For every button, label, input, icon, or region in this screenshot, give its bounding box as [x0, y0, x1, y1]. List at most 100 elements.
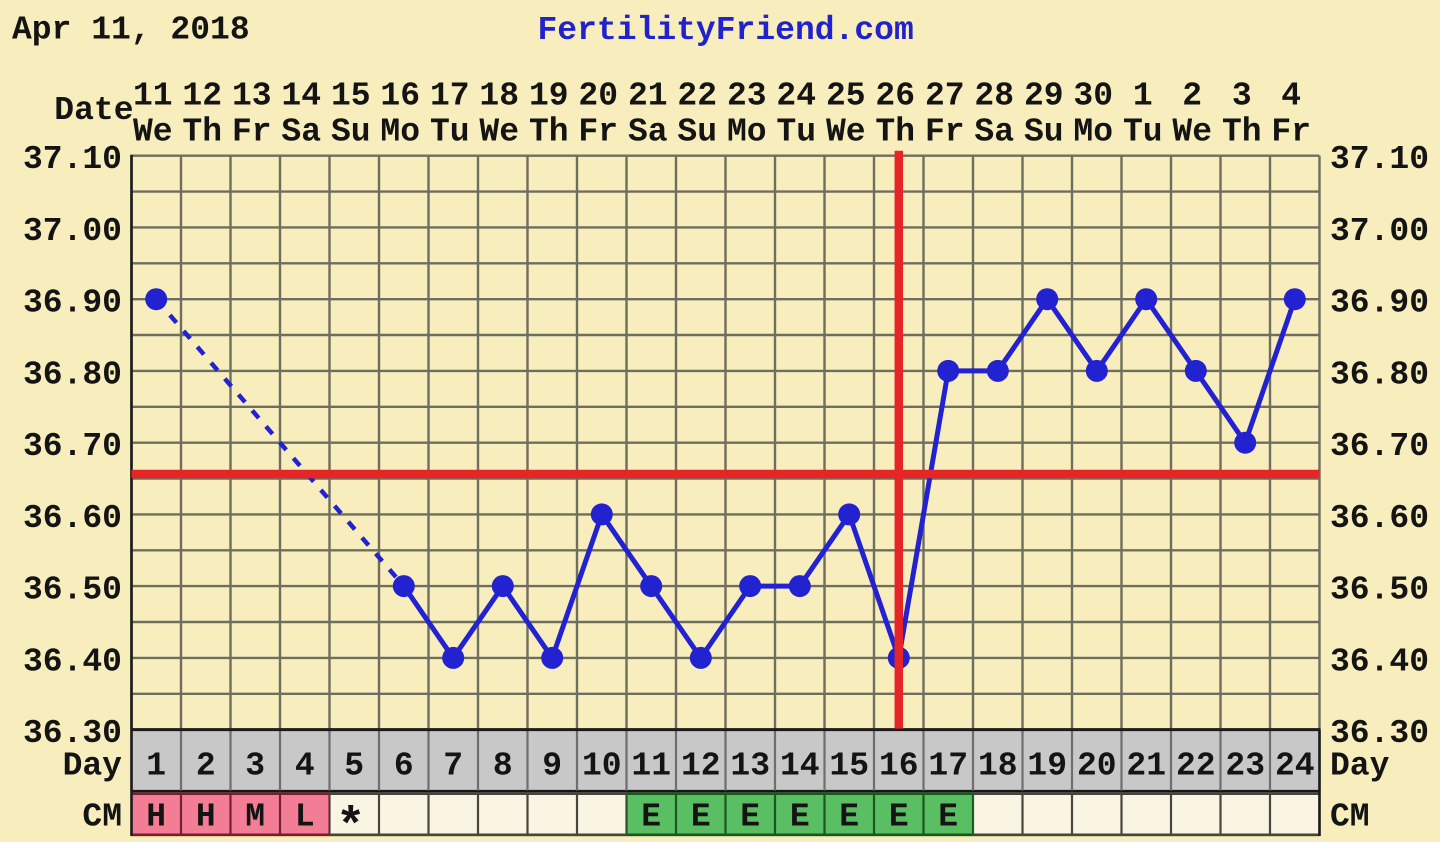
svg-text:L: L [295, 799, 315, 836]
svg-text:E: E [790, 799, 810, 836]
svg-text:Day: Day [1330, 748, 1390, 785]
svg-text:4: 4 [295, 748, 315, 785]
svg-text:4: 4 [1281, 78, 1301, 115]
svg-text:24: 24 [1275, 748, 1315, 785]
svg-text:E: E [641, 799, 661, 836]
svg-text:E: E [889, 799, 909, 836]
svg-text:36.40: 36.40 [1330, 643, 1429, 680]
svg-text:E: E [938, 799, 958, 836]
svg-text:5: 5 [344, 748, 364, 785]
svg-text:14: 14 [780, 748, 820, 785]
svg-text:Th: Th [875, 114, 915, 151]
svg-text:12: 12 [182, 78, 222, 115]
svg-text:11: 11 [631, 748, 671, 785]
svg-text:M: M [245, 799, 265, 836]
svg-text:19: 19 [1027, 748, 1067, 785]
svg-text:Tu: Tu [430, 114, 470, 151]
svg-text:8: 8 [493, 748, 513, 785]
svg-text:27: 27 [925, 78, 965, 115]
svg-text:13: 13 [730, 748, 770, 785]
svg-text:18: 18 [479, 78, 519, 115]
svg-text:2: 2 [1182, 78, 1202, 115]
svg-text:9: 9 [542, 748, 562, 785]
svg-text:We: We [1172, 114, 1212, 151]
svg-text:FertilityFriend.com: FertilityFriend.com [538, 12, 914, 49]
svg-text:12: 12 [681, 748, 721, 785]
svg-text:We: We [479, 114, 519, 151]
svg-text:13: 13 [232, 78, 272, 115]
svg-text:17: 17 [928, 748, 968, 785]
svg-text:36.70: 36.70 [23, 428, 122, 465]
svg-text:Mo: Mo [380, 114, 420, 151]
svg-text:1: 1 [1133, 78, 1153, 115]
svg-text:37.10: 37.10 [1330, 141, 1429, 178]
svg-text:CM: CM [82, 799, 122, 836]
svg-text:22: 22 [677, 78, 717, 115]
svg-text:36.90: 36.90 [1330, 285, 1429, 322]
svg-text:21: 21 [1126, 748, 1166, 785]
svg-text:15: 15 [331, 78, 371, 115]
svg-text:37.00: 37.00 [23, 213, 122, 250]
svg-text:Su: Su [1024, 114, 1064, 151]
svg-text:18: 18 [978, 748, 1018, 785]
svg-text:Day: Day [63, 748, 123, 785]
svg-text:30: 30 [1073, 78, 1113, 115]
svg-text:36.50: 36.50 [23, 572, 122, 609]
svg-text:19: 19 [529, 78, 569, 115]
svg-text:36.50: 36.50 [1330, 572, 1429, 609]
svg-text:28: 28 [974, 78, 1014, 115]
svg-text:Apr 11, 2018: Apr 11, 2018 [12, 12, 250, 49]
svg-text:16: 16 [380, 78, 420, 115]
svg-text:We: We [133, 114, 173, 151]
svg-text:36.90: 36.90 [23, 285, 122, 322]
svg-text:1: 1 [146, 748, 166, 785]
svg-text:Mo: Mo [727, 114, 767, 151]
svg-text:Date: Date [54, 92, 133, 129]
svg-text:23: 23 [1225, 748, 1265, 785]
svg-text:We: We [826, 114, 866, 151]
svg-text:10: 10 [582, 748, 622, 785]
svg-text:Fr: Fr [1271, 114, 1311, 151]
svg-text:36.60: 36.60 [23, 500, 122, 537]
svg-text:37.10: 37.10 [23, 141, 122, 178]
svg-text:36.30: 36.30 [23, 715, 122, 752]
svg-text:17: 17 [430, 78, 470, 115]
svg-text:14: 14 [281, 78, 321, 115]
svg-text:21: 21 [628, 78, 668, 115]
svg-text:22: 22 [1176, 748, 1216, 785]
svg-text:15: 15 [829, 748, 869, 785]
svg-text:36.70: 36.70 [1330, 428, 1429, 465]
svg-text:*: * [336, 799, 365, 837]
svg-text:20: 20 [578, 78, 618, 115]
svg-text:26: 26 [875, 78, 915, 115]
svg-text:20: 20 [1077, 748, 1117, 785]
svg-text:36.80: 36.80 [23, 356, 122, 393]
svg-text:Tu: Tu [776, 114, 816, 151]
svg-text:2: 2 [196, 748, 216, 785]
svg-text:E: E [839, 799, 859, 836]
svg-text:Th: Th [1222, 114, 1262, 151]
svg-text:E: E [691, 799, 711, 836]
svg-text:7: 7 [443, 748, 463, 785]
svg-text:H: H [146, 799, 166, 836]
svg-text:Sa: Sa [281, 114, 321, 151]
svg-text:6: 6 [394, 748, 414, 785]
svg-text:11: 11 [133, 78, 173, 115]
svg-text:Tu: Tu [1123, 114, 1163, 151]
svg-text:3: 3 [1232, 78, 1252, 115]
svg-text:25: 25 [826, 78, 866, 115]
svg-text:Sa: Sa [974, 114, 1014, 151]
svg-text:Sa: Sa [628, 114, 668, 151]
svg-text:Su: Su [331, 114, 371, 151]
svg-text:36.30: 36.30 [1330, 715, 1429, 752]
svg-text:Fr: Fr [232, 114, 272, 151]
svg-text:Fr: Fr [925, 114, 965, 151]
svg-text:Fr: Fr [578, 114, 618, 151]
svg-text:37.00: 37.00 [1330, 213, 1429, 250]
svg-text:24: 24 [776, 78, 816, 115]
svg-text:Th: Th [529, 114, 569, 151]
svg-text:Mo: Mo [1073, 114, 1113, 151]
svg-text:36.80: 36.80 [1330, 356, 1429, 393]
svg-text:36.40: 36.40 [23, 643, 122, 680]
svg-text:Th: Th [182, 114, 222, 151]
